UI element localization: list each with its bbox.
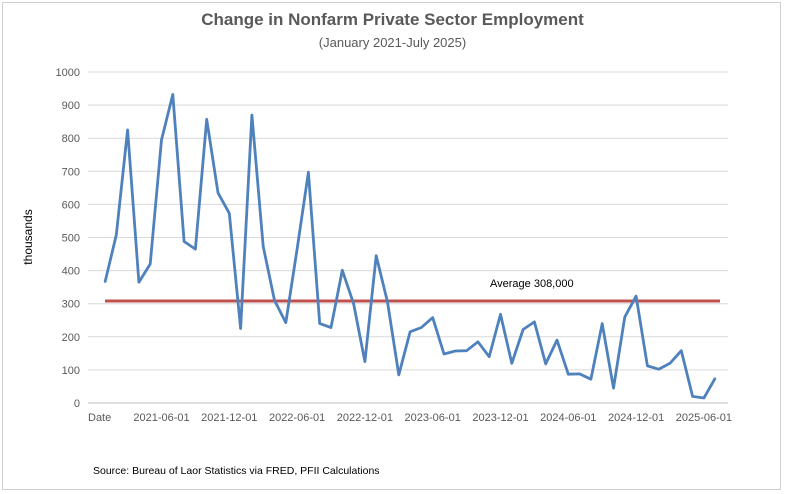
data-point (544, 363, 547, 365)
y-tick-label: 300 (62, 299, 80, 311)
y-tick-label: 0 (74, 398, 80, 410)
data-point (149, 263, 151, 265)
data-point (443, 353, 445, 355)
data-point (499, 313, 502, 316)
data-point (680, 349, 683, 352)
data-point (646, 365, 649, 367)
data-point (420, 326, 423, 329)
y-tick-label: 100 (62, 365, 80, 377)
data-point (183, 240, 185, 243)
data-point (669, 362, 671, 365)
data-point (364, 360, 366, 363)
source-note: Source: Bureau of Laor Statistics via FR… (93, 465, 380, 477)
data-point (624, 316, 626, 318)
data-point (612, 387, 615, 389)
data-point (488, 355, 491, 358)
x-tick-label: 2025-06-01 (676, 412, 732, 424)
data-point (194, 248, 197, 250)
y-tick-label: 900 (62, 100, 80, 112)
chart-title: Change in Nonfarm Private Sector Employm… (201, 10, 584, 29)
x-axis-ticks: Date 2021-06-01 2021-12-01 2022-06-01 2022-1… (88, 412, 732, 424)
data-point (431, 316, 434, 319)
data-point (352, 302, 355, 305)
data-point (307, 171, 310, 174)
data-point (703, 397, 705, 399)
data-point (522, 328, 524, 331)
data-point (262, 245, 265, 248)
data-point (601, 322, 603, 325)
data-point (533, 321, 536, 323)
data-point (409, 331, 411, 333)
data-point (714, 377, 716, 379)
x-tick-label: 2024-06-01 (540, 412, 596, 424)
data-point (217, 192, 219, 194)
data-point (273, 299, 276, 302)
data-point (635, 295, 637, 297)
data-point (511, 362, 513, 365)
data-point (138, 281, 140, 283)
x-tick-label: 2023-12-01 (472, 412, 528, 424)
y-tick-label: 500 (62, 233, 80, 245)
data-point (160, 139, 163, 141)
x-tick-label: 2021-06-01 (133, 412, 189, 424)
y-tick-label: 800 (62, 133, 80, 145)
x-tick-label: Date (88, 412, 111, 424)
x-tick-label: 2022-12-01 (337, 412, 393, 424)
data-point (330, 326, 332, 329)
data-point (228, 212, 231, 215)
average-label: Average 308,000 (490, 278, 574, 290)
y-axis-label: thousands (21, 209, 35, 264)
x-tick-label: 2024-12-01 (608, 412, 664, 424)
data-point (285, 321, 287, 324)
y-tick-label: 600 (62, 199, 80, 211)
data-point (341, 269, 344, 272)
data-point (465, 349, 468, 352)
x-tick-label: 2021-12-01 (201, 412, 257, 424)
y-axis-ticks: 0 100 200 300 400 500 600 700 800 900 1000 (56, 67, 80, 410)
data-point (126, 129, 129, 131)
y-tick-label: 1000 (56, 67, 80, 79)
data-point (205, 118, 208, 121)
data-point (590, 378, 592, 380)
data-point (104, 281, 106, 283)
data-point (386, 301, 389, 303)
data-point (318, 322, 321, 325)
data-point (477, 340, 479, 343)
data-point (691, 395, 694, 398)
y-tick-label: 400 (62, 266, 80, 278)
data-point (657, 368, 660, 371)
data-point (567, 373, 570, 376)
data-point (556, 339, 558, 341)
data-point (172, 93, 174, 96)
data-point (115, 234, 118, 236)
data-point (398, 374, 400, 376)
data-point (251, 114, 253, 116)
series-group (103, 93, 717, 400)
y-tick-label: 700 (62, 166, 80, 178)
x-tick-label: 2023-06-01 (405, 412, 461, 424)
series-line (103, 93, 717, 400)
data-point (454, 350, 457, 352)
y-tick-label: 200 (62, 332, 80, 344)
data-point (296, 248, 298, 250)
data-point (375, 254, 378, 257)
data-point (239, 327, 242, 330)
x-tick-label: 2022-06-01 (269, 412, 325, 424)
chart-subtitle: (January 2021-July 2025) (318, 35, 467, 50)
data-point (578, 373, 581, 375)
